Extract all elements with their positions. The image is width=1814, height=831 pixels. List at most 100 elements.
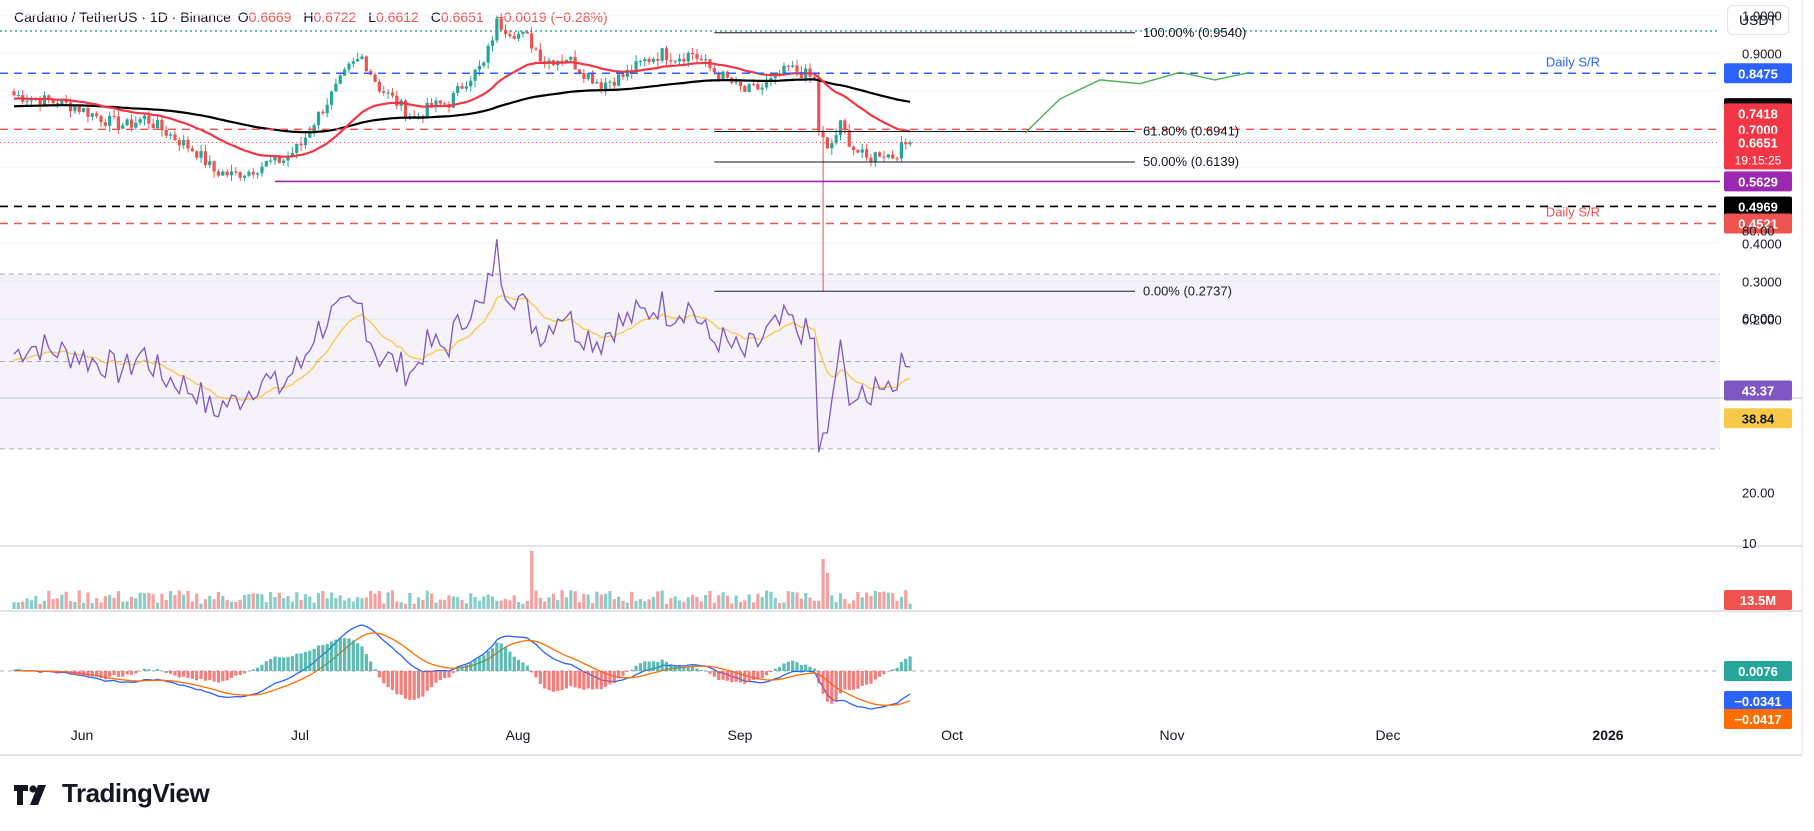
- candle-body: [843, 120, 847, 131]
- volume-bar: [751, 602, 756, 609]
- volume-bar: [538, 597, 542, 609]
- macd-histogram: [12, 638, 912, 704]
- candle-body: [134, 122, 138, 128]
- macd-histogram-bar: [190, 671, 194, 679]
- volume-bar: [577, 602, 582, 609]
- volume-bar: [569, 590, 573, 609]
- volume-bar: [773, 597, 777, 609]
- candle-body: [834, 135, 838, 144]
- macd-histogram-bar: [482, 655, 486, 671]
- candle-body: [377, 81, 381, 92]
- volume-bar: [438, 599, 442, 609]
- macd-histogram-bar: [630, 669, 634, 671]
- volume-bar: [430, 593, 434, 609]
- volume-bar: [229, 601, 234, 609]
- price-chart[interactable]: Daily S/R Daily S/R 100.00% (0.9540) 61.80%…: [0, 0, 1814, 760]
- candle-body: [382, 91, 386, 93]
- macd-histogram-bar: [721, 671, 725, 680]
- macd-histogram-bar: [408, 671, 412, 700]
- macd-histogram-bar: [395, 671, 399, 695]
- volume-bar: [612, 599, 616, 609]
- macd-histogram-bar: [704, 670, 708, 672]
- macd-histogram-bar: [599, 671, 603, 690]
- volume-bar: [512, 595, 516, 609]
- macd-histogram-bar: [390, 671, 395, 691]
- candle-body: [851, 146, 856, 151]
- candle-body: [225, 171, 229, 176]
- candle-body: [508, 34, 512, 37]
- candle-body: [512, 36, 516, 39]
- volume-bar: [169, 590, 173, 609]
- candle-body: [434, 100, 438, 108]
- macd-histogram-bar: [891, 669, 895, 671]
- rsi-tag-text: 43.37: [1742, 383, 1775, 398]
- macd-histogram-bar: [651, 661, 656, 671]
- candle-body: [786, 65, 790, 67]
- volume-bar: [795, 592, 799, 609]
- volume-bar: [560, 590, 564, 609]
- candle-body: [799, 71, 803, 78]
- volume-bar: [482, 596, 486, 609]
- candle-body: [86, 108, 90, 117]
- candle-body: [473, 69, 477, 81]
- volume-bar: [260, 594, 264, 609]
- volume-bar: [347, 597, 351, 609]
- macd-histogram-bar: [573, 671, 577, 688]
- volume-bar: [878, 592, 882, 609]
- candle-body: [521, 31, 525, 34]
- macd-histogram-bar: [325, 644, 329, 671]
- volume-bar: [208, 595, 212, 609]
- candle-body: [538, 49, 542, 62]
- rsi-tag: [1724, 380, 1792, 401]
- candle-body: [147, 115, 151, 124]
- volume-bar: [821, 559, 825, 609]
- macd-histogram-bar: [595, 671, 599, 689]
- macd-histogram-bar: [382, 671, 386, 684]
- macd-histogram-bar: [834, 671, 838, 701]
- macd-histogram-bar: [425, 671, 429, 691]
- volume-bar: [116, 591, 120, 609]
- macd-histogram-bar: [303, 651, 308, 671]
- volume-bar: [704, 594, 708, 609]
- fib-label-0: 100.00% (0.9540): [1143, 25, 1246, 40]
- volume-bar: [68, 600, 73, 609]
- candle-body: [386, 92, 390, 94]
- macd-histogram-bar: [208, 671, 212, 681]
- macd-histogram-bar: [269, 659, 273, 671]
- volume-bar: [590, 603, 595, 609]
- volume-bar: [477, 600, 482, 609]
- currency-button[interactable]: USDT: [1727, 5, 1789, 35]
- volume-bar: [12, 602, 16, 609]
- macd-histogram-bar: [60, 671, 64, 673]
- macd-histogram-bar: [421, 671, 425, 697]
- volume-bar: [329, 592, 334, 609]
- macd-histogram-bar: [173, 671, 177, 676]
- volume-bar: [160, 593, 164, 609]
- candle-body: [438, 100, 442, 104]
- price-tick-label-4: 0.2000: [1742, 312, 1782, 327]
- macd-histogram-bar: [95, 671, 99, 677]
- volume-bar: [82, 602, 86, 609]
- volume-bar: [830, 595, 834, 609]
- volume-bar: [421, 599, 425, 609]
- candle-body: [821, 130, 825, 138]
- tradingview-brand[interactable]: TradingView: [14, 778, 210, 809]
- candle-body: [460, 86, 464, 89]
- macd-histogram-bar: [525, 665, 529, 671]
- macd-histogram-bar: [638, 663, 642, 671]
- macd-histogram-bar: [286, 656, 290, 671]
- macd-histogram-bar: [843, 671, 847, 690]
- volume-bar: [247, 594, 251, 609]
- macd-histogram-bar: [751, 671, 756, 680]
- macd-histogram-bar: [199, 671, 203, 679]
- volume-bar: [125, 601, 129, 609]
- candle-body: [486, 45, 490, 63]
- volume-bar: [425, 590, 429, 609]
- macd-histogram-bar: [582, 671, 586, 690]
- candle-body: [530, 33, 534, 49]
- candle-body: [612, 81, 616, 86]
- candle-body: [343, 69, 347, 76]
- macd-histogram-bar: [899, 662, 903, 671]
- volume-bar: [186, 590, 190, 609]
- candle-body: [334, 83, 338, 92]
